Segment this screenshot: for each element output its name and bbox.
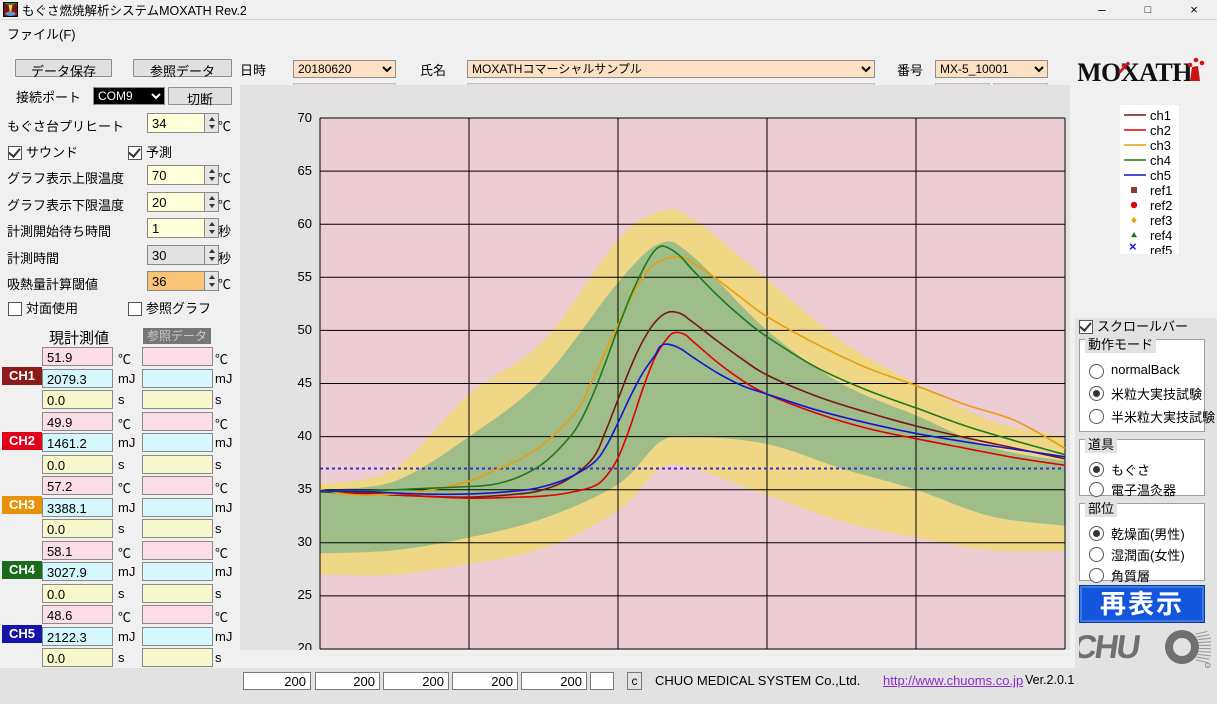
svg-text:30: 30: [298, 534, 312, 549]
svg-text:ref1: ref1: [1150, 183, 1172, 198]
svg-text:ch5: ch5: [1150, 168, 1171, 183]
svg-text:65: 65: [298, 163, 312, 178]
svg-text:ch4: ch4: [1150, 153, 1171, 168]
svg-text:60: 60: [298, 216, 312, 231]
svg-text:ref3: ref3: [1150, 213, 1172, 228]
svg-text:70: 70: [298, 110, 312, 125]
svg-text:ref5: ref5: [1150, 243, 1172, 254]
svg-text:50: 50: [298, 322, 312, 337]
svg-text:ch2: ch2: [1150, 123, 1171, 138]
svg-text:CHU: CHU: [1079, 629, 1141, 666]
svg-text:ref4: ref4: [1150, 228, 1172, 243]
svg-text:55: 55: [298, 269, 312, 284]
svg-text:35: 35: [298, 481, 312, 496]
svg-text:×: ×: [1129, 239, 1137, 254]
svg-text:25: 25: [298, 587, 312, 602]
svg-text:20: 20: [298, 640, 312, 650]
svg-text:ch3: ch3: [1150, 138, 1171, 153]
svg-text:x: x: [1207, 663, 1209, 667]
svg-text:ref2: ref2: [1150, 198, 1172, 213]
svg-text:ch1: ch1: [1150, 108, 1171, 123]
svg-text:MOXATH: MOXATH: [1078, 58, 1192, 87]
svg-text:40: 40: [298, 428, 312, 443]
svg-text:45: 45: [298, 375, 312, 390]
